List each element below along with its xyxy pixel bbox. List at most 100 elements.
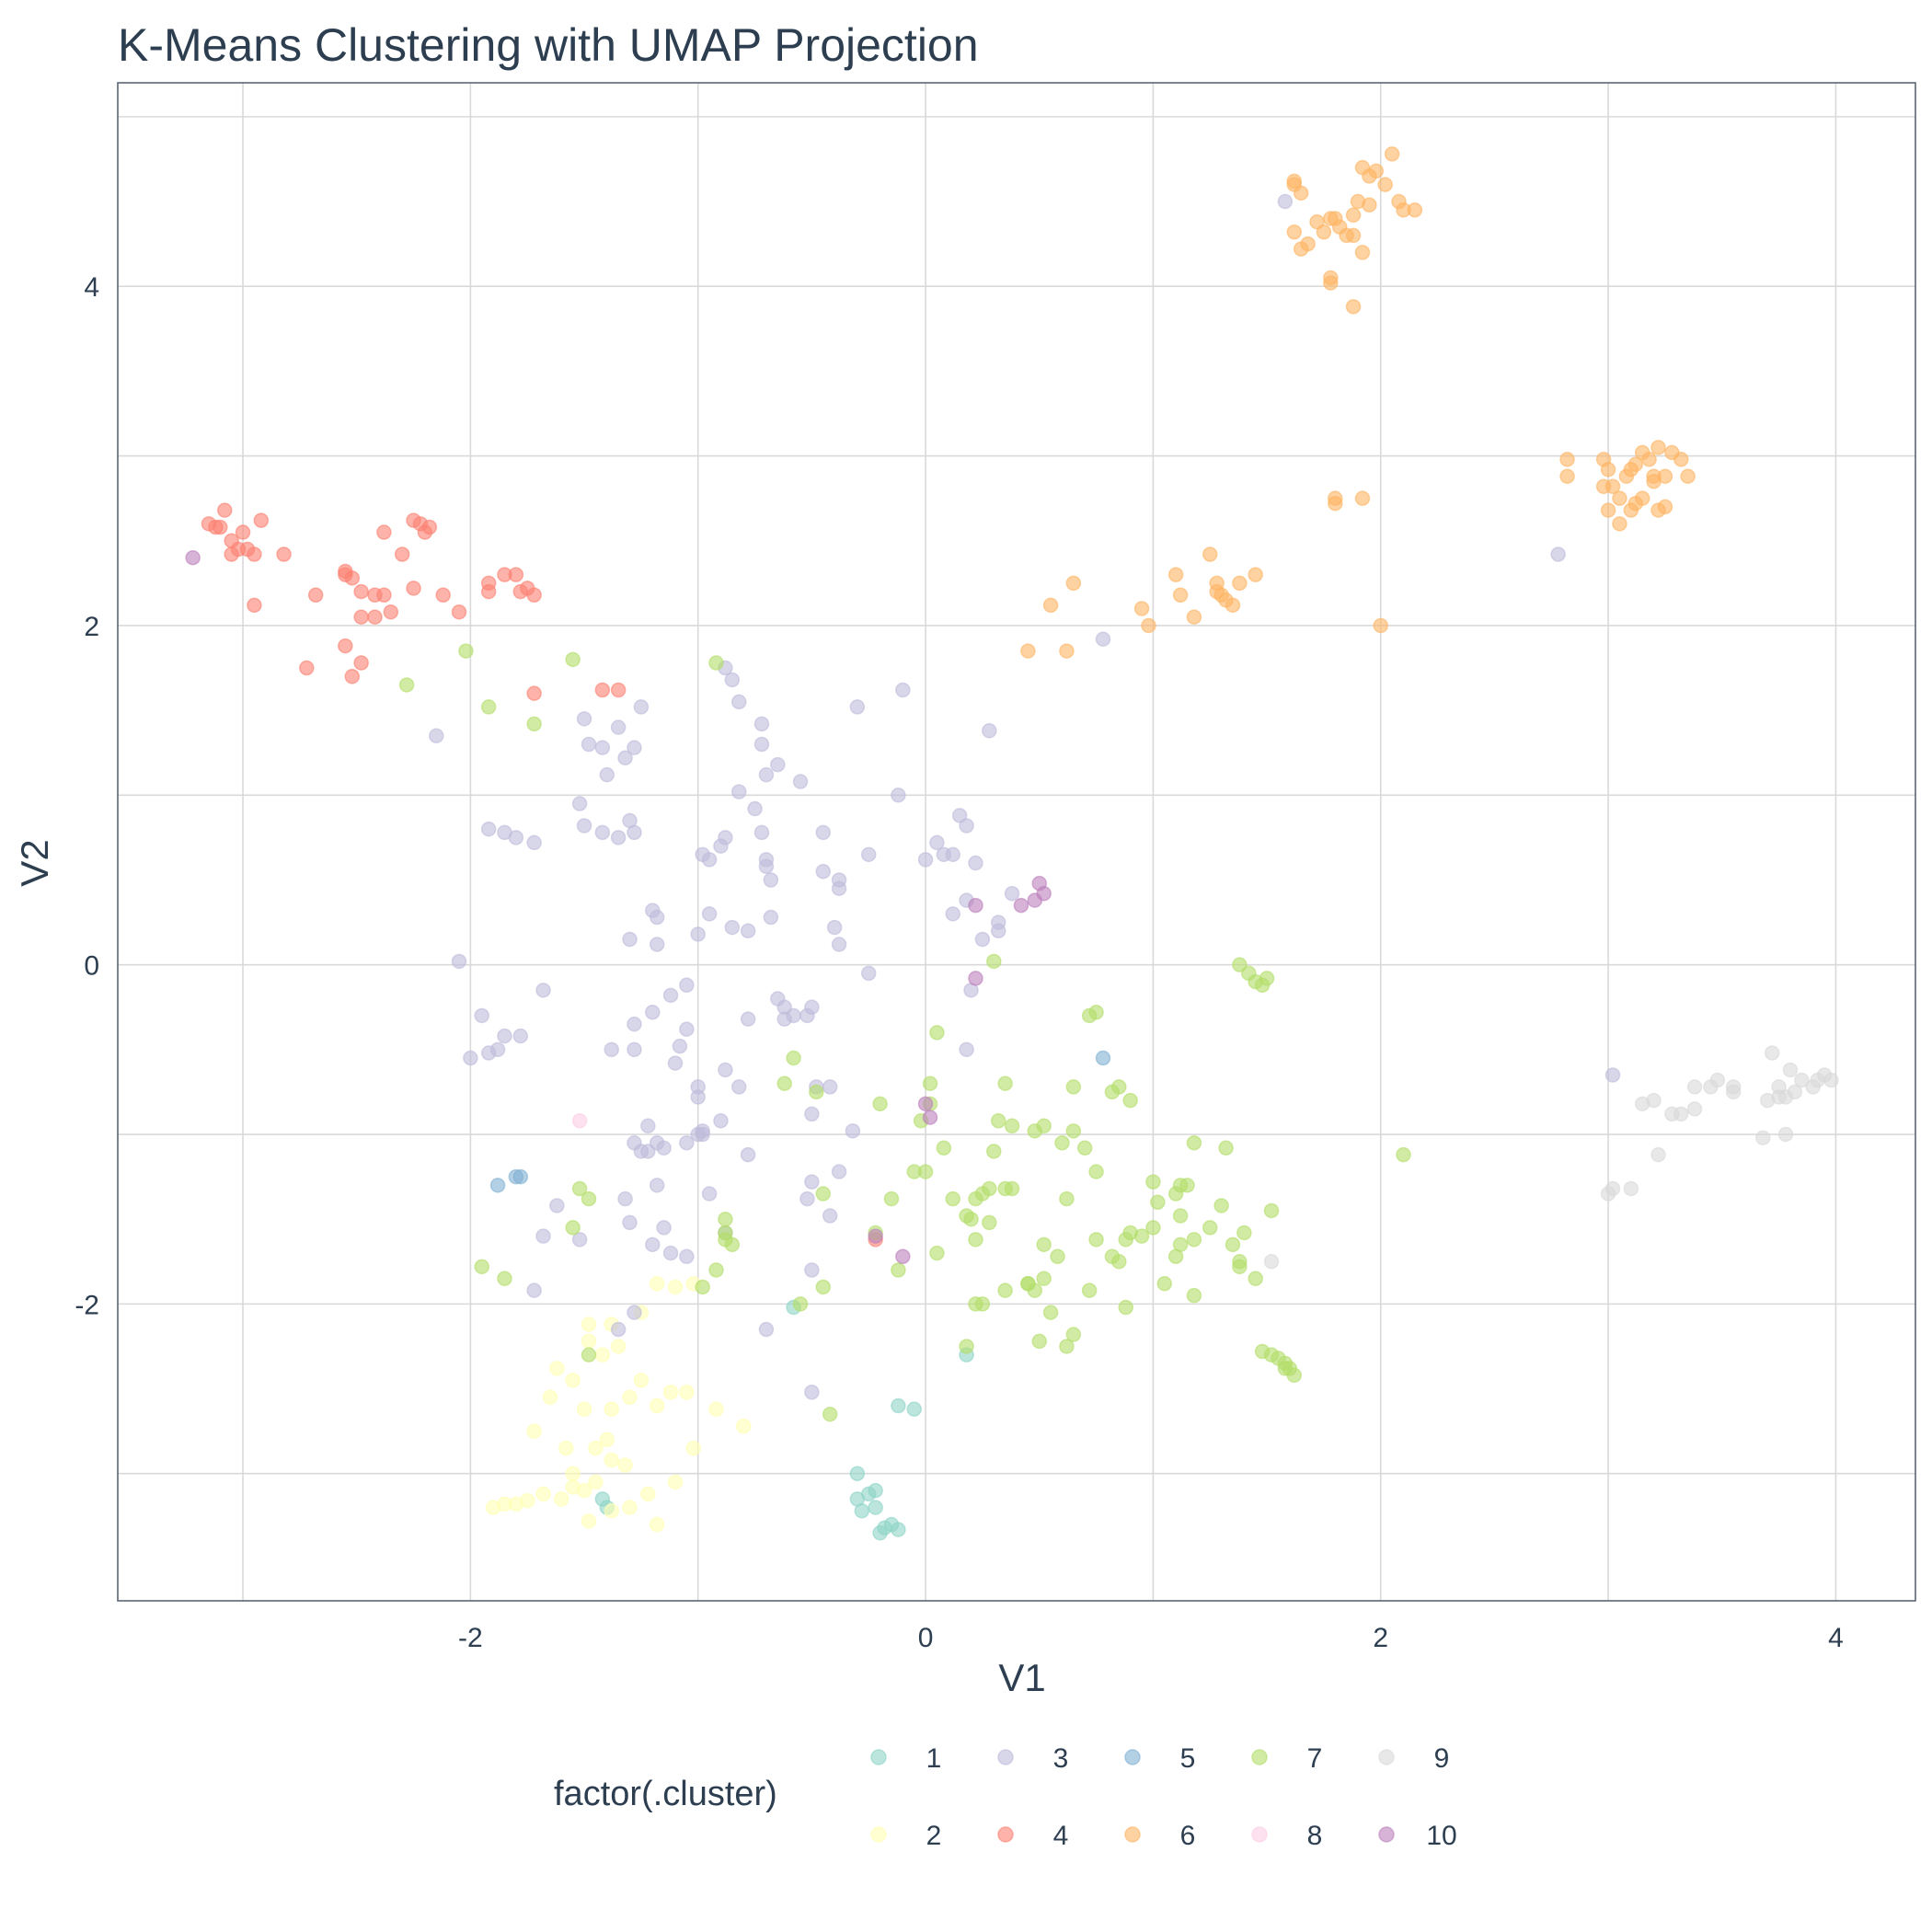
data-point xyxy=(489,1178,506,1193)
y-tick-label: 2 xyxy=(84,612,99,642)
data-point xyxy=(1104,1248,1121,1265)
data-point xyxy=(353,655,369,671)
data-point xyxy=(594,682,611,698)
data-point xyxy=(1186,1134,1202,1151)
data-point xyxy=(1328,495,1343,512)
data-point xyxy=(1263,1202,1280,1219)
data-point xyxy=(883,1190,900,1207)
data-point xyxy=(549,1361,565,1376)
data-point xyxy=(549,1198,565,1213)
legend-label: 1 xyxy=(926,1743,942,1774)
data-point xyxy=(986,1144,1002,1159)
data-point xyxy=(235,524,251,540)
data-point xyxy=(822,1079,838,1095)
data-point xyxy=(667,1055,684,1071)
data-point xyxy=(576,1401,592,1417)
data-point xyxy=(571,1113,588,1129)
data-point xyxy=(1118,1299,1133,1316)
data-point xyxy=(695,846,710,863)
data-point xyxy=(685,1440,702,1456)
data-point xyxy=(868,1228,883,1244)
data-point xyxy=(831,1164,847,1179)
data-point xyxy=(753,716,770,732)
data-point xyxy=(917,1164,934,1179)
data-point xyxy=(1036,1271,1052,1286)
data-point xyxy=(627,1305,642,1320)
data-point xyxy=(429,728,444,744)
data-point xyxy=(610,1339,627,1354)
data-point xyxy=(526,716,542,732)
data-point xyxy=(474,1007,489,1024)
data-point xyxy=(1036,1118,1052,1134)
data-point xyxy=(982,722,997,739)
data-point xyxy=(986,953,1002,970)
data-point xyxy=(809,1084,824,1100)
data-point xyxy=(1150,1194,1166,1211)
data-point xyxy=(1076,1140,1093,1156)
cluster-5-points xyxy=(489,1050,1111,1193)
data-point xyxy=(633,699,650,715)
data-point xyxy=(804,1384,820,1400)
data-point xyxy=(695,1126,710,1143)
data-point xyxy=(406,581,421,596)
data-point xyxy=(1755,1130,1771,1145)
data-point xyxy=(1686,1101,1703,1117)
data-point xyxy=(1595,478,1612,495)
data-point xyxy=(1095,1050,1111,1066)
data-point xyxy=(649,1178,665,1193)
data-point xyxy=(662,1245,679,1261)
data-point xyxy=(376,524,392,540)
data-point xyxy=(799,1190,815,1207)
data-point xyxy=(860,846,877,863)
data-point xyxy=(1709,1072,1726,1088)
data-point xyxy=(565,1220,581,1236)
plot-panel xyxy=(117,82,1916,1602)
data-point xyxy=(338,567,353,582)
data-point xyxy=(353,583,369,600)
data-point xyxy=(1368,163,1385,179)
data-point xyxy=(1036,1236,1052,1253)
data-point xyxy=(599,1432,615,1448)
data-point xyxy=(1286,177,1303,192)
data-point xyxy=(497,1028,512,1044)
data-point xyxy=(645,903,661,918)
data-point xyxy=(679,1248,695,1265)
data-point xyxy=(990,1113,1006,1129)
data-point xyxy=(565,1373,581,1388)
data-point xyxy=(1020,643,1036,659)
data-point xyxy=(959,1208,974,1224)
data-point xyxy=(1634,490,1650,506)
data-point xyxy=(1248,567,1263,582)
data-point xyxy=(997,1282,1013,1298)
data-point xyxy=(581,736,597,753)
data-point xyxy=(854,1503,870,1519)
data-point xyxy=(1213,1198,1229,1213)
data-point xyxy=(679,977,695,994)
data-point xyxy=(1042,1305,1059,1320)
data-point xyxy=(604,1452,619,1468)
data-point xyxy=(645,1236,661,1253)
data-point xyxy=(662,987,679,1004)
data-point xyxy=(185,549,201,566)
data-point xyxy=(581,1190,597,1207)
data-point xyxy=(480,1045,497,1061)
data-point xyxy=(622,1389,638,1406)
data-point xyxy=(718,1211,733,1227)
data-point xyxy=(891,788,906,803)
data-point xyxy=(627,824,642,841)
data-point xyxy=(497,1271,512,1286)
data-point xyxy=(968,1190,983,1207)
data-point xyxy=(1218,1140,1234,1156)
data-point xyxy=(763,872,779,888)
data-point xyxy=(1232,575,1248,592)
data-point xyxy=(394,546,410,562)
cluster-10-points xyxy=(185,549,1052,1265)
data-point xyxy=(701,1186,718,1202)
data-point xyxy=(571,796,588,811)
legend-item-6: 6 xyxy=(1124,1821,1195,1851)
cluster-6-points xyxy=(1020,146,1696,659)
data-point xyxy=(622,1500,638,1515)
data-point xyxy=(1277,1361,1294,1376)
data-point xyxy=(1612,516,1627,532)
